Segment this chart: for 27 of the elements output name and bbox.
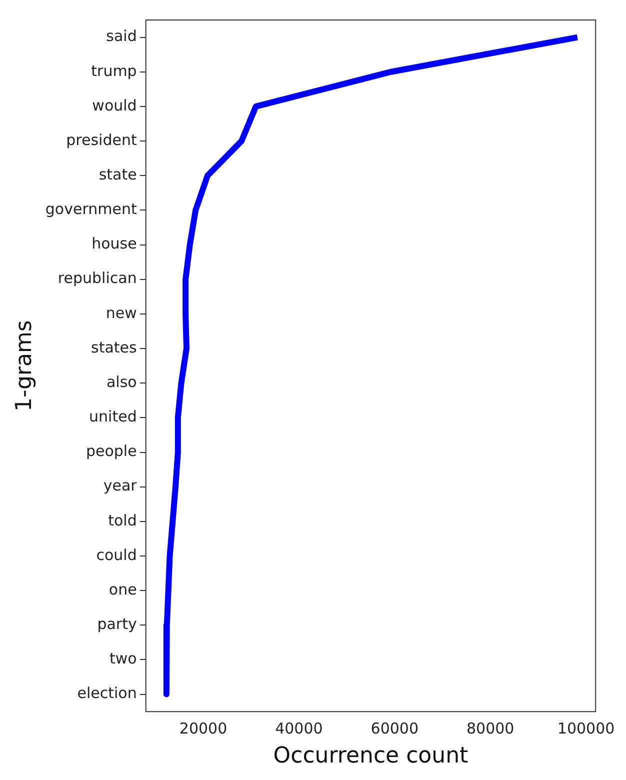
y-tick-label: two	[110, 650, 137, 668]
x-tick-label: 40000	[275, 719, 323, 738]
y-tick-label: united	[89, 408, 137, 426]
y-tick-label: election	[77, 684, 137, 702]
y-tick-label: also	[106, 372, 137, 391]
y-tick-label: told	[108, 511, 137, 530]
y-tick-label: house	[92, 234, 137, 253]
x-tick-label: 60000	[370, 719, 419, 738]
x-tick-label: 100000	[557, 719, 615, 738]
y-tick-label: government	[45, 200, 137, 218]
y-tick-label: republican	[58, 269, 137, 288]
y-tick-label: could	[96, 546, 137, 564]
x-tick-label: 80000	[466, 719, 514, 738]
y-tick-label: party	[97, 615, 137, 634]
y-tick-label: president	[66, 130, 137, 149]
y-tick-label: state	[98, 166, 137, 184]
y-tick-label: states	[91, 338, 138, 356]
y-tick-label: one	[108, 580, 137, 598]
y-axis-title: 1-grams	[12, 320, 37, 412]
y-tick-label: trump	[91, 62, 137, 80]
y-tick-label: said	[106, 27, 137, 46]
x-tick-label: 20000	[179, 719, 228, 738]
y-tick-label: people	[86, 442, 137, 460]
y-tick-label: year	[103, 476, 138, 495]
x-axis-title: Occurrence count	[273, 744, 469, 769]
y-tick-label: would	[92, 96, 137, 114]
y-tick-label: new	[106, 304, 137, 322]
